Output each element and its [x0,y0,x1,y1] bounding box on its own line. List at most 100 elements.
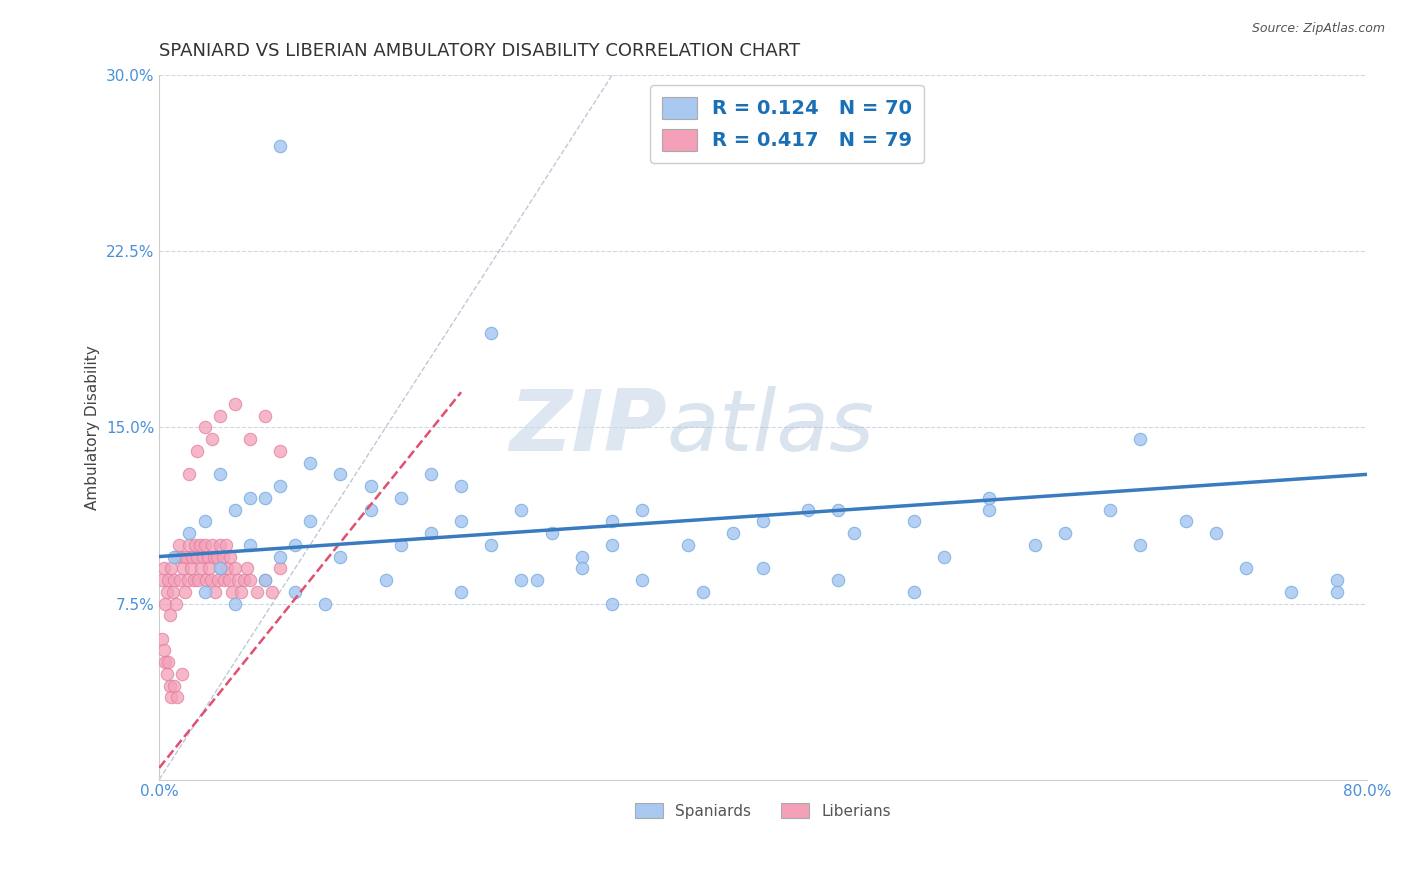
Point [246,584,269,599]
Point [329,467,352,482]
Point [797,502,820,516]
Point [269,138,291,153]
Point [156,667,179,681]
Point [173,584,195,599]
Point [419,526,441,541]
Point [201,538,224,552]
Point [179,526,201,541]
Point [903,514,925,528]
Point [155,655,177,669]
Point [224,397,246,411]
Point [197,549,219,564]
Point [284,584,307,599]
Point [167,538,190,552]
Point [208,561,231,575]
Text: ZIP: ZIP [509,386,666,469]
Point [692,584,714,599]
Point [600,597,623,611]
Point [152,561,174,575]
Point [510,573,533,587]
Point [510,502,533,516]
Point [162,584,184,599]
Point [752,561,775,575]
Point [253,409,276,423]
Point [253,491,276,505]
Point [284,538,307,552]
Text: SPANIARD VS LIBERIAN AMBULATORY DISABILITY CORRELATION CHART: SPANIARD VS LIBERIAN AMBULATORY DISABILI… [159,42,800,60]
Point [212,573,235,587]
Point [184,538,207,552]
Point [374,573,396,587]
Point [163,679,186,693]
Point [1129,432,1152,446]
Point [211,549,233,564]
Point [571,561,593,575]
Point [842,526,865,541]
Point [202,549,225,564]
Point [1174,514,1197,528]
Point [979,491,1001,505]
Point [540,526,562,541]
Point [193,420,215,434]
Point [360,502,382,516]
Point [269,561,291,575]
Point [200,573,222,587]
Point [150,573,173,587]
Point [236,561,259,575]
Point [1279,584,1302,599]
Point [934,549,956,564]
Point [218,573,240,587]
Point [188,538,211,552]
Point [1234,561,1257,575]
Point [159,679,181,693]
Point [159,608,181,623]
Point [209,561,232,575]
Point [450,514,472,528]
Point [1326,584,1348,599]
Point [155,597,177,611]
Point [205,549,228,564]
Point [166,690,188,705]
Point [221,584,243,599]
Point [631,573,654,587]
Point [177,573,200,587]
Point [204,584,226,599]
Point [269,549,291,564]
Point [389,538,412,552]
Point [157,655,180,669]
Y-axis label: Ambulatory Disability: Ambulatory Disability [86,345,100,510]
Point [181,549,204,564]
Point [172,561,194,575]
Point [169,573,191,587]
Point [721,526,744,541]
Point [176,549,198,564]
Point [1099,502,1122,516]
Point [179,467,201,482]
Point [752,514,775,528]
Point [195,573,218,587]
Point [214,538,236,552]
Point [191,549,214,564]
Point [600,538,623,552]
Point [193,584,215,599]
Point [253,573,276,587]
Point [269,479,291,493]
Point [239,538,262,552]
Point [262,584,284,599]
Point [479,326,502,341]
Point [389,491,412,505]
Point [170,667,193,681]
Point [208,538,231,552]
Point [1326,573,1348,587]
Point [269,443,291,458]
Point [253,573,276,587]
Point [219,549,242,564]
Point [163,549,186,564]
Point [450,479,472,493]
Point [299,456,322,470]
Point [193,538,215,552]
Point [229,584,252,599]
Point [165,597,187,611]
Point [299,514,322,528]
Point [360,479,382,493]
